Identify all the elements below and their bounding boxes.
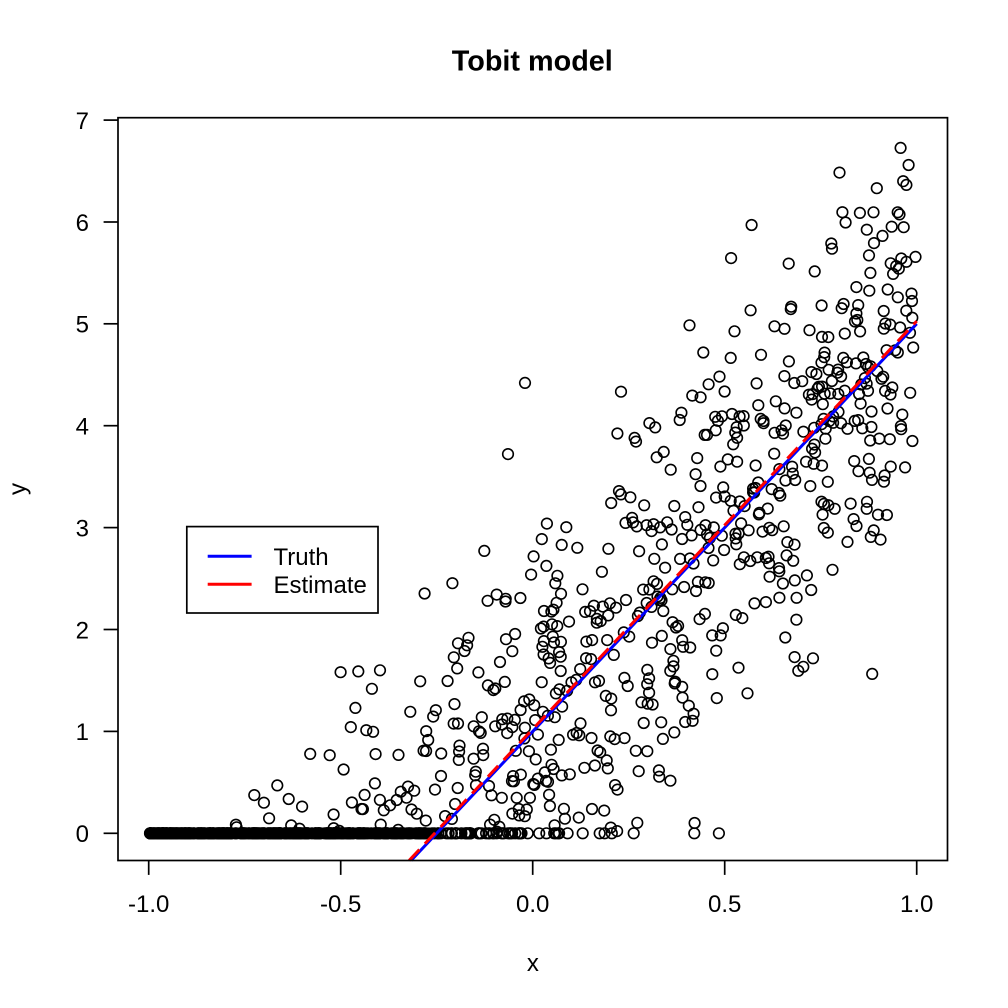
svg-text:3: 3 bbox=[76, 515, 89, 542]
svg-text:7: 7 bbox=[76, 108, 89, 135]
svg-text:x: x bbox=[527, 950, 539, 977]
svg-text:5: 5 bbox=[76, 312, 89, 339]
svg-text:1.0: 1.0 bbox=[900, 891, 933, 918]
svg-text:4: 4 bbox=[76, 414, 89, 441]
svg-text:6: 6 bbox=[76, 210, 89, 237]
svg-text:Estimate: Estimate bbox=[274, 572, 367, 599]
svg-text:y: y bbox=[5, 483, 32, 495]
svg-text:0: 0 bbox=[76, 821, 89, 848]
svg-text:1: 1 bbox=[76, 719, 89, 746]
svg-text:0.0: 0.0 bbox=[516, 891, 549, 918]
svg-text:-0.5: -0.5 bbox=[320, 891, 361, 918]
svg-text:Tobit model: Tobit model bbox=[452, 45, 613, 77]
svg-text:-1.0: -1.0 bbox=[128, 891, 169, 918]
svg-text:2: 2 bbox=[76, 617, 89, 644]
svg-text:Truth: Truth bbox=[274, 544, 329, 571]
svg-text:0.5: 0.5 bbox=[708, 891, 741, 918]
